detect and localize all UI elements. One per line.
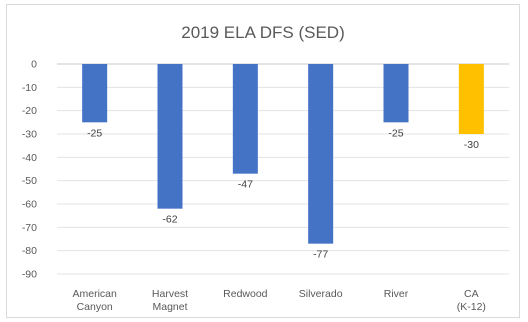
category-label-line: River — [384, 288, 409, 300]
category-label: American Canyon — [72, 288, 117, 313]
category-label-line: CA — [464, 288, 479, 300]
x-axis-categories: American Canyon Harvest Magnet Redwood Silver… — [72, 288, 485, 313]
y-tick-label: -20 — [22, 105, 37, 117]
data-label: -25 — [87, 127, 102, 139]
category-label-line: Harvest — [152, 288, 188, 300]
data-label: -25 — [388, 127, 403, 139]
y-tick-label: -70 — [22, 222, 37, 234]
data-label: -30 — [464, 139, 479, 151]
category-label: Silverado — [299, 288, 343, 300]
y-tick-label: -10 — [22, 82, 37, 94]
data-label: -62 — [162, 214, 177, 226]
data-label: -47 — [238, 179, 253, 191]
category-label: River — [384, 288, 409, 300]
category-label-line: Magnet — [152, 301, 187, 313]
chart-area: 2019 ELA DFS (SED) 0 -10 -20 -30 -40 -50 -60 -7… — [6, 4, 520, 318]
bar — [232, 64, 258, 174]
y-tick-label: -50 — [22, 175, 37, 187]
y-tick-label: 0 — [31, 59, 37, 71]
category-label-line: Redwood — [223, 288, 268, 300]
y-tick-label: -90 — [22, 269, 37, 281]
category-label: CA (K-12) — [457, 288, 486, 313]
bars — [82, 64, 484, 244]
y-tick-label: -60 — [22, 199, 37, 211]
chart-title: 2019 ELA DFS (SED) — [181, 23, 344, 42]
bar — [383, 64, 409, 123]
data-label: -77 — [313, 249, 328, 261]
y-tick-label: -80 — [22, 245, 37, 257]
category-label-line: American — [72, 288, 117, 300]
bar — [82, 64, 108, 123]
bar — [458, 64, 484, 134]
category-label: Harvest Magnet — [152, 288, 188, 313]
bar — [308, 64, 334, 244]
gridlines — [57, 63, 509, 275]
category-label-line: Silverado — [299, 288, 343, 300]
category-label-line: (K-12) — [457, 301, 486, 313]
bar — [157, 64, 183, 209]
bar-chart: 2019 ELA DFS (SED) 0 -10 -20 -30 -40 -50 -60 -7… — [22, 23, 509, 313]
y-axis-ticks: 0 -10 -20 -30 -40 -50 -60 -70 -80 -90 — [22, 59, 37, 281]
y-tick-label: -40 — [22, 152, 37, 164]
category-label: Redwood — [223, 288, 268, 300]
category-label-line: Canyon — [77, 301, 113, 313]
data-labels: -25 -62 -47 -77 -25 -30 — [87, 127, 479, 260]
y-tick-label: -30 — [22, 129, 37, 141]
